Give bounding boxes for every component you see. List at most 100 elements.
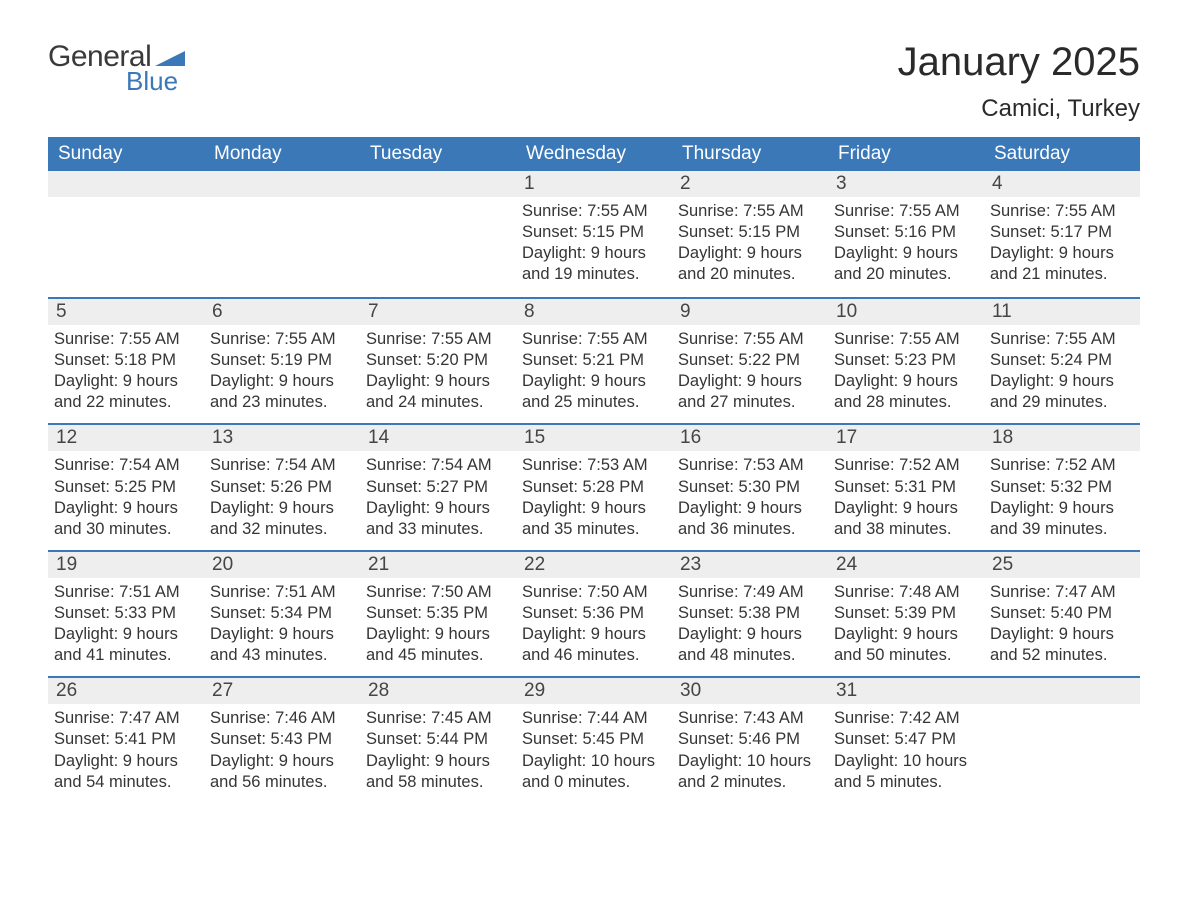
day-body: Sunrise: 7:42 AMSunset: 5:47 PMDaylight:… [828,704,984,802]
sunset-text: Sunset: 5:45 PM [522,729,666,750]
day-body: Sunrise: 7:46 AMSunset: 5:43 PMDaylight:… [204,704,360,802]
sunrise-text: Sunrise: 7:55 AM [834,201,978,222]
day-cell: 1Sunrise: 7:55 AMSunset: 5:15 PMDaylight… [516,171,672,297]
week-row: 26Sunrise: 7:47 AMSunset: 5:41 PMDayligh… [48,676,1140,802]
day-body: Sunrise: 7:55 AMSunset: 5:23 PMDaylight:… [828,325,984,423]
daylight-text: Daylight: 9 hours and 56 minutes. [210,751,354,793]
day-number: 22 [516,552,672,578]
sunset-text: Sunset: 5:35 PM [366,603,510,624]
sunset-text: Sunset: 5:39 PM [834,603,978,624]
sunrise-text: Sunrise: 7:52 AM [990,455,1134,476]
day-cell [204,171,360,297]
sunset-text: Sunset: 5:15 PM [522,222,666,243]
week-row: 1Sunrise: 7:55 AMSunset: 5:15 PMDaylight… [48,171,1140,297]
day-cell: 10Sunrise: 7:55 AMSunset: 5:23 PMDayligh… [828,299,984,423]
day-number: 28 [360,678,516,704]
daylight-text: Daylight: 9 hours and 45 minutes. [366,624,510,666]
day-cell: 13Sunrise: 7:54 AMSunset: 5:26 PMDayligh… [204,425,360,549]
daylight-text: Daylight: 9 hours and 50 minutes. [834,624,978,666]
day-cell: 9Sunrise: 7:55 AMSunset: 5:22 PMDaylight… [672,299,828,423]
daylight-text: Daylight: 9 hours and 36 minutes. [678,498,822,540]
day-cell: 8Sunrise: 7:55 AMSunset: 5:21 PMDaylight… [516,299,672,423]
day-number: 20 [204,552,360,578]
calendar: Sunday Monday Tuesday Wednesday Thursday… [48,137,1140,803]
location-label: Camici, Turkey [898,95,1140,123]
day-number: 24 [828,552,984,578]
day-body: Sunrise: 7:55 AMSunset: 5:20 PMDaylight:… [360,325,516,423]
sunset-text: Sunset: 5:34 PM [210,603,354,624]
day-number: 7 [360,299,516,325]
day-cell: 27Sunrise: 7:46 AMSunset: 5:43 PMDayligh… [204,678,360,802]
day-body: Sunrise: 7:55 AMSunset: 5:21 PMDaylight:… [516,325,672,423]
day-cell: 25Sunrise: 7:47 AMSunset: 5:40 PMDayligh… [984,552,1140,676]
day-body: Sunrise: 7:53 AMSunset: 5:30 PMDaylight:… [672,451,828,549]
week-row: 5Sunrise: 7:55 AMSunset: 5:18 PMDaylight… [48,297,1140,423]
day-body: Sunrise: 7:51 AMSunset: 5:33 PMDaylight:… [48,578,204,676]
day-body: Sunrise: 7:54 AMSunset: 5:27 PMDaylight:… [360,451,516,549]
sunset-text: Sunset: 5:27 PM [366,477,510,498]
day-number: 10 [828,299,984,325]
sunrise-text: Sunrise: 7:55 AM [678,201,822,222]
daylight-text: Daylight: 9 hours and 30 minutes. [54,498,198,540]
sunset-text: Sunset: 5:30 PM [678,477,822,498]
week-row: 12Sunrise: 7:54 AMSunset: 5:25 PMDayligh… [48,423,1140,549]
day-cell [360,171,516,297]
day-body: Sunrise: 7:55 AMSunset: 5:22 PMDaylight:… [672,325,828,423]
day-cell: 2Sunrise: 7:55 AMSunset: 5:15 PMDaylight… [672,171,828,297]
daylight-text: Daylight: 9 hours and 28 minutes. [834,371,978,413]
daylight-text: Daylight: 9 hours and 23 minutes. [210,371,354,413]
day-cell: 20Sunrise: 7:51 AMSunset: 5:34 PMDayligh… [204,552,360,676]
sunset-text: Sunset: 5:25 PM [54,477,198,498]
dow-tuesday: Tuesday [360,137,516,171]
day-cell: 18Sunrise: 7:52 AMSunset: 5:32 PMDayligh… [984,425,1140,549]
sunset-text: Sunset: 5:36 PM [522,603,666,624]
day-number: 13 [204,425,360,451]
day-cell: 21Sunrise: 7:50 AMSunset: 5:35 PMDayligh… [360,552,516,676]
daylight-text: Daylight: 9 hours and 32 minutes. [210,498,354,540]
day-cell: 6Sunrise: 7:55 AMSunset: 5:19 PMDaylight… [204,299,360,423]
day-body: Sunrise: 7:44 AMSunset: 5:45 PMDaylight:… [516,704,672,802]
sunrise-text: Sunrise: 7:55 AM [678,329,822,350]
day-body: Sunrise: 7:54 AMSunset: 5:26 PMDaylight:… [204,451,360,549]
day-body: Sunrise: 7:43 AMSunset: 5:46 PMDaylight:… [672,704,828,802]
day-cell: 28Sunrise: 7:45 AMSunset: 5:44 PMDayligh… [360,678,516,802]
brand-blue: Blue [126,66,178,97]
day-number: 15 [516,425,672,451]
dow-header: Sunday Monday Tuesday Wednesday Thursday… [48,137,1140,171]
daylight-text: Daylight: 10 hours and 5 minutes. [834,751,978,793]
sunrise-text: Sunrise: 7:54 AM [366,455,510,476]
day-number: 16 [672,425,828,451]
day-number [360,171,516,197]
day-number: 19 [48,552,204,578]
daylight-text: Daylight: 9 hours and 41 minutes. [54,624,198,666]
sunset-text: Sunset: 5:24 PM [990,350,1134,371]
day-number: 2 [672,171,828,197]
day-cell: 26Sunrise: 7:47 AMSunset: 5:41 PMDayligh… [48,678,204,802]
sunset-text: Sunset: 5:40 PM [990,603,1134,624]
day-number: 30 [672,678,828,704]
dow-thursday: Thursday [672,137,828,171]
day-body: Sunrise: 7:48 AMSunset: 5:39 PMDaylight:… [828,578,984,676]
sunrise-text: Sunrise: 7:51 AM [210,582,354,603]
sunset-text: Sunset: 5:17 PM [990,222,1134,243]
sunset-text: Sunset: 5:18 PM [54,350,198,371]
sunrise-text: Sunrise: 7:53 AM [678,455,822,476]
day-number: 27 [204,678,360,704]
weeks-container: 1Sunrise: 7:55 AMSunset: 5:15 PMDaylight… [48,171,1140,803]
day-body: Sunrise: 7:52 AMSunset: 5:32 PMDaylight:… [984,451,1140,549]
daylight-text: Daylight: 9 hours and 38 minutes. [834,498,978,540]
sunrise-text: Sunrise: 7:55 AM [990,329,1134,350]
day-body [204,197,360,211]
day-body: Sunrise: 7:55 AMSunset: 5:15 PMDaylight:… [672,197,828,295]
dow-friday: Friday [828,137,984,171]
day-body [360,197,516,211]
day-number: 4 [984,171,1140,197]
sunrise-text: Sunrise: 7:55 AM [54,329,198,350]
sunset-text: Sunset: 5:20 PM [366,350,510,371]
day-number: 11 [984,299,1140,325]
day-number: 18 [984,425,1140,451]
sunset-text: Sunset: 5:47 PM [834,729,978,750]
daylight-text: Daylight: 9 hours and 58 minutes. [366,751,510,793]
title-block: January 2025 Camici, Turkey [898,40,1140,123]
day-body [984,704,1140,718]
